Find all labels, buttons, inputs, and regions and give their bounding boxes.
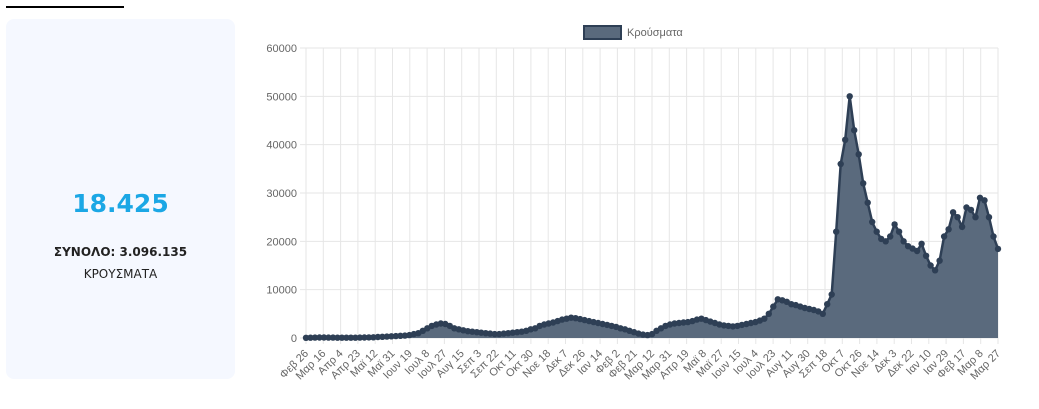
data-point xyxy=(994,245,1002,253)
data-point xyxy=(913,247,921,255)
data-point xyxy=(828,291,835,298)
data-point xyxy=(302,334,310,341)
data-point xyxy=(356,334,364,341)
data-point xyxy=(770,303,777,310)
y-axis-ticks: 0 10000 20000 30000 40000 50000 60000 xyxy=(266,43,297,345)
data-point xyxy=(990,233,997,240)
data-point xyxy=(940,233,948,240)
cases-caption: ΚΡΟΥΣΜΑΤΑ xyxy=(83,267,158,281)
data-point xyxy=(918,240,925,247)
data-point xyxy=(855,151,862,158)
y-tick-label: 20000 xyxy=(266,236,297,248)
data-point xyxy=(851,127,858,134)
y-tick-label: 30000 xyxy=(266,188,297,200)
data-point xyxy=(842,136,849,143)
data-point xyxy=(316,334,323,341)
data-point xyxy=(869,218,876,226)
data-point xyxy=(361,334,368,341)
y-tick-label: 40000 xyxy=(266,140,297,152)
data-point xyxy=(967,206,975,214)
data-point xyxy=(491,330,498,338)
data-point xyxy=(388,333,395,340)
data-point xyxy=(931,267,939,274)
data-point xyxy=(900,238,907,245)
data-point xyxy=(379,333,386,340)
stat-card: 18.425 ΣΥΝΟΛΟ: 3.096.135 ΚΡΟΥΣΜΑΤΑ xyxy=(6,19,235,379)
data-point xyxy=(873,228,880,235)
y-tick-label: 60000 xyxy=(266,43,297,55)
data-point xyxy=(936,257,943,264)
data-point xyxy=(397,332,404,339)
top-rule xyxy=(6,6,124,8)
y-tick-label: 10000 xyxy=(266,285,297,297)
data-point xyxy=(334,334,341,341)
data-point xyxy=(311,334,319,341)
series-area xyxy=(306,96,998,338)
daily-cases-value: 18.425 xyxy=(72,189,169,218)
data-point xyxy=(761,315,768,322)
data-point xyxy=(981,197,988,204)
data-point xyxy=(887,233,894,240)
data-point xyxy=(985,214,993,221)
data-point xyxy=(347,334,355,341)
data-point xyxy=(891,221,898,228)
data-point xyxy=(864,199,871,206)
data-point xyxy=(922,252,930,259)
data-point xyxy=(307,334,314,341)
data-point xyxy=(824,301,831,308)
data-point xyxy=(954,214,961,221)
points-layer xyxy=(302,93,1002,341)
data-point xyxy=(958,223,966,230)
data-point xyxy=(927,262,934,269)
data-point xyxy=(833,228,840,235)
data-point xyxy=(325,334,332,341)
data-point xyxy=(648,330,656,338)
legend[interactable]: Κρούσματα xyxy=(583,25,683,40)
data-point xyxy=(949,209,957,216)
data-point xyxy=(945,226,952,233)
data-point xyxy=(343,334,350,341)
legend-label: Κρούσματα xyxy=(627,27,683,39)
data-point xyxy=(352,334,359,341)
data-point xyxy=(972,214,979,221)
data-point xyxy=(374,333,382,341)
data-point xyxy=(819,310,826,317)
data-point xyxy=(320,334,328,341)
data-point xyxy=(860,180,867,187)
total-cases-text: ΣΥΝΟΛΟ: 3.096.135 xyxy=(53,245,188,259)
data-point xyxy=(895,228,903,235)
data-point xyxy=(837,160,844,168)
y-tick-label: 0 xyxy=(291,333,297,345)
data-point xyxy=(365,334,373,341)
data-point xyxy=(846,93,853,100)
data-point xyxy=(882,238,889,245)
y-tick-label: 50000 xyxy=(266,91,297,103)
legend-swatch xyxy=(583,25,622,40)
data-point xyxy=(338,334,346,341)
data-point xyxy=(765,310,772,317)
data-point xyxy=(329,334,337,341)
